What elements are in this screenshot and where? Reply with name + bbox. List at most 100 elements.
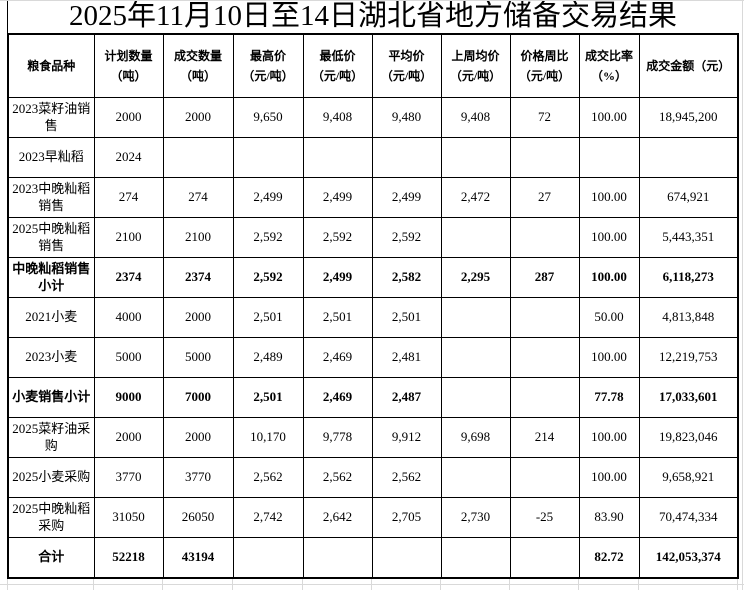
cell: 4,813,848 (638, 297, 739, 338)
cell: 2,499 (232, 177, 304, 218)
cell: 214 (509, 417, 580, 458)
page-title: 2025年11月10日至14日湖北省地方储备交易结果 (7, 0, 738, 33)
cell: 77.78 (578, 377, 640, 418)
cell: 9,408 (302, 97, 373, 138)
gridline (232, 579, 233, 590)
cell: 2000 (93, 417, 164, 458)
row-label: 小麦销售小计 (7, 377, 95, 418)
table-row: 2025小麦采购 3770 3770 2,562 2,562 2,562 100.00 9,6… (7, 457, 739, 498)
row-label: 2023小麦 (7, 337, 95, 378)
cell: 100.00 (578, 217, 640, 258)
cell: 2000 (162, 97, 234, 138)
cell: 274 (93, 177, 164, 218)
row-label: 2025中晚籼稻采购 (7, 497, 95, 538)
table-row: 2025中晚籼稻采购 31050 26050 2,742 2,642 2,705 2,730… (7, 497, 739, 538)
cell: 100.00 (578, 257, 640, 298)
cell: 274 (162, 177, 234, 218)
cell: 2000 (162, 297, 234, 338)
cell (509, 297, 580, 338)
cell: 100.00 (578, 97, 640, 138)
row-label: 合计 (7, 537, 95, 579)
cell: 2,501 (302, 297, 373, 338)
cell: 2,730 (440, 497, 511, 538)
cell (440, 137, 511, 178)
cell: 5000 (162, 337, 234, 378)
cell: 31050 (93, 497, 164, 538)
cell (509, 217, 580, 258)
cell: 9,912 (371, 417, 442, 458)
cell: 52218 (93, 537, 164, 579)
cell: 2,501 (371, 297, 442, 338)
cell: 2,472 (440, 177, 511, 218)
cell: 50.00 (578, 297, 640, 338)
cell (232, 537, 304, 579)
cell: 26050 (162, 497, 234, 538)
cell: 2,499 (302, 257, 373, 298)
cell: 674,921 (638, 177, 739, 218)
cell: 17,033,601 (638, 377, 739, 418)
cell: 2,592 (232, 217, 304, 258)
cell: 43194 (162, 537, 234, 579)
cell (302, 137, 373, 178)
cell (638, 137, 739, 178)
cell: 6,118,273 (638, 257, 739, 298)
cell: 19,823,046 (638, 417, 739, 458)
cell: 287 (509, 257, 580, 298)
cell: 2,481 (371, 337, 442, 378)
cell: 2,295 (440, 257, 511, 298)
column-header: 价格周比 （元/吨） (509, 33, 580, 98)
row-label: 2023菜籽油销售 (7, 97, 95, 138)
row-label: 2025菜籽油采购 (7, 417, 95, 458)
cell (440, 377, 511, 418)
gridline (638, 579, 639, 590)
cell (440, 457, 511, 498)
gridline (371, 579, 372, 590)
cell: 2000 (93, 97, 164, 138)
column-header: 上周均价 （元/吨） (440, 33, 511, 98)
cell: 2,489 (232, 337, 304, 378)
gridline (302, 579, 303, 590)
cell: 9,480 (371, 97, 442, 138)
cell: 5,443,351 (638, 217, 739, 258)
column-header: 成交比率 （%） (578, 33, 640, 98)
cell: 9,778 (302, 417, 373, 458)
cell: 2,501 (232, 297, 304, 338)
cell: 27 (509, 177, 580, 218)
header-row: 粮食品种 计划数量 （吨） 成交数量 （吨） 最高价 （元/吨） 最低价 （元/吨） 平均… (7, 33, 739, 98)
column-header: 粮食品种 (7, 33, 95, 98)
gridline (440, 579, 441, 590)
cell: 7000 (162, 377, 234, 418)
row-label: 2023中晚籼稻销售 (7, 177, 95, 218)
cell: 70,474,334 (638, 497, 739, 538)
cell (509, 337, 580, 378)
cell: 12,219,753 (638, 337, 739, 378)
cell: 2,705 (371, 497, 442, 538)
cell (509, 457, 580, 498)
cell (440, 297, 511, 338)
cell: 2000 (162, 417, 234, 458)
column-header: 平均价 （元/吨） (371, 33, 442, 98)
table-row: 2023菜籽油销售 2000 2000 9,650 9,408 9,480 9,408 72 1… (7, 97, 739, 138)
column-header: 计划数量 （吨） (93, 33, 164, 98)
cell: 83.90 (578, 497, 640, 538)
cell: 2,592 (371, 217, 442, 258)
cell (371, 137, 442, 178)
cell: 2100 (93, 217, 164, 258)
cell: 2,742 (232, 497, 304, 538)
cell: 2,487 (371, 377, 442, 418)
cell: 18,945,200 (638, 97, 739, 138)
gridline (0, 0, 744, 1)
cell (509, 137, 580, 178)
gridline (509, 579, 510, 590)
cell: 100.00 (578, 457, 640, 498)
cell: 2,499 (371, 177, 442, 218)
column-header: 成交数量 （吨） (162, 33, 234, 98)
cell: 2,582 (371, 257, 442, 298)
table-row: 合计 52218 43194 82.72 142,053,374 (7, 537, 739, 579)
gridline (162, 579, 163, 590)
cell: 2,469 (302, 337, 373, 378)
row-label: 中晚籼稻销售小计 (7, 257, 95, 298)
cell: -25 (509, 497, 580, 538)
row-label: 2025小麦采购 (7, 457, 95, 498)
